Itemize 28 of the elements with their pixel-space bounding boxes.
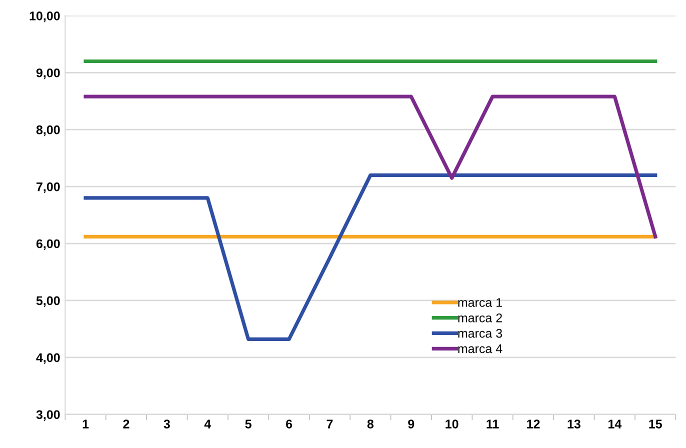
y-tick-label: 3,00 <box>36 410 60 421</box>
legend-label: marca 2 <box>458 313 502 322</box>
x-tick-label: 7 <box>326 420 333 428</box>
x-tick-label: 15 <box>649 420 662 428</box>
x-tick-label: 9 <box>408 420 414 428</box>
y-tick-label: 7,00 <box>36 182 60 194</box>
legend-label: marca 4 <box>458 344 502 354</box>
legend-label: marca 3 <box>458 328 502 338</box>
x-tick-label: 5 <box>245 420 252 428</box>
x-tick-label: 11 <box>486 420 499 428</box>
x-tick-label: 12 <box>527 420 540 428</box>
x-tick-label: 8 <box>367 420 374 428</box>
x-tick-label: 6 <box>286 420 292 428</box>
legend-label: marca 1 <box>458 298 502 307</box>
x-tick-label: 4 <box>204 420 212 428</box>
x-tick-label: 1 <box>82 420 89 428</box>
y-tick-label: 8,00 <box>36 125 60 136</box>
y-tick-label: 4,00 <box>36 353 60 364</box>
y-tick-label: 10,00 <box>30 11 60 22</box>
x-tick-label: 14 <box>608 420 622 428</box>
line-series <box>84 173 658 342</box>
x-tick-label: 10 <box>446 420 458 428</box>
x-tick-label: 13 <box>568 420 580 428</box>
y-tick-label: 5,00 <box>36 296 60 307</box>
x-tick-label: 2 <box>123 420 130 428</box>
y-tick-label: 6,00 <box>36 239 60 250</box>
y-tick-label: 9,00 <box>36 68 60 80</box>
x-tick-label: 3 <box>164 420 170 428</box>
